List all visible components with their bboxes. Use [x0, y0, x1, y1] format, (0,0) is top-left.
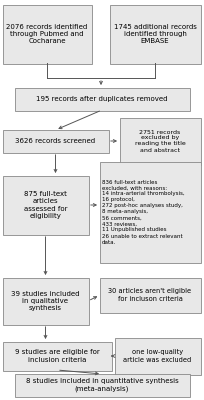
- FancyBboxPatch shape: [2, 4, 92, 64]
- FancyBboxPatch shape: [100, 162, 201, 262]
- Text: 9 studies are eligible for
inclusion criteria: 9 studies are eligible for inclusion cri…: [15, 349, 99, 363]
- Text: 195 records after duplicates removed: 195 records after duplicates removed: [36, 96, 168, 102]
- FancyBboxPatch shape: [14, 374, 190, 396]
- FancyBboxPatch shape: [2, 176, 89, 234]
- Text: 2076 records identified
through Pubmed and
Cocharane: 2076 records identified through Pubmed a…: [6, 24, 88, 44]
- FancyBboxPatch shape: [114, 338, 201, 374]
- FancyBboxPatch shape: [14, 88, 190, 110]
- Text: 8 studies included in quantitative synthesis
(meta-analysis): 8 studies included in quantitative synth…: [26, 378, 178, 392]
- Text: 875 full-text
articles
assessed for
eligibility: 875 full-text articles assessed for elig…: [24, 191, 67, 219]
- FancyBboxPatch shape: [2, 278, 89, 324]
- FancyBboxPatch shape: [120, 118, 201, 164]
- FancyBboxPatch shape: [110, 4, 201, 64]
- Text: 3626 records screened: 3626 records screened: [16, 138, 95, 144]
- Text: 2751 records
excluded by
reading the title
and abstract: 2751 records excluded by reading the tit…: [135, 130, 185, 152]
- Text: 836 full-text articles
excluded, with reasons:
14 intra-arterial thrombolysis,
1: 836 full-text articles excluded, with re…: [102, 180, 185, 244]
- FancyBboxPatch shape: [100, 278, 201, 312]
- Text: 30 articles aren't eligible
for incluson criteria: 30 articles aren't eligible for incluson…: [109, 288, 192, 302]
- Text: 39 studies included
in qualitative
synthesis: 39 studies included in qualitative synth…: [11, 291, 80, 311]
- FancyBboxPatch shape: [2, 130, 109, 152]
- FancyBboxPatch shape: [2, 342, 112, 370]
- Text: 1745 additional records
identified through
EMBASE: 1745 additional records identified throu…: [114, 24, 196, 44]
- Text: one low-quality
article was excluded: one low-quality article was excluded: [123, 349, 192, 363]
